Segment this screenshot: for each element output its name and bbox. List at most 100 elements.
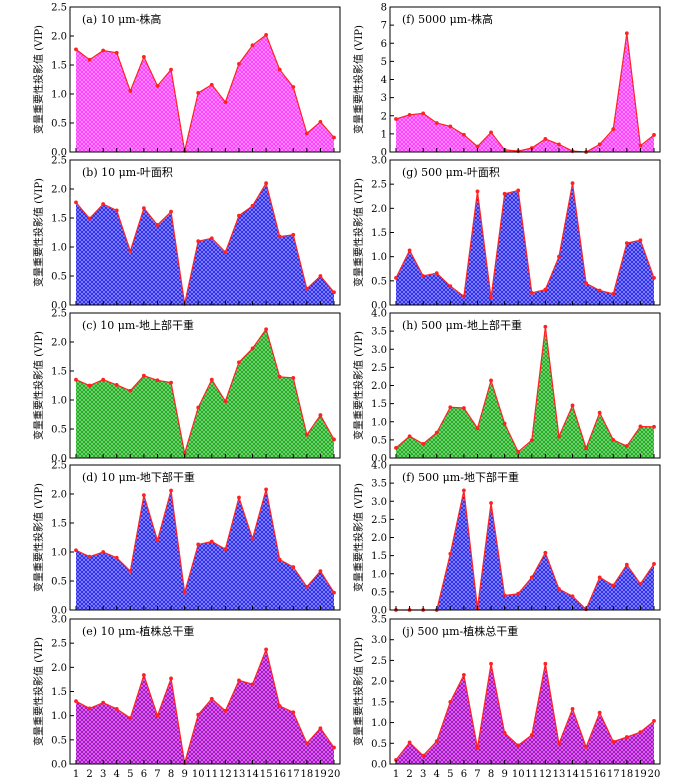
y-tick-label: 2.5	[51, 461, 67, 472]
y-tick-label: 2.5	[51, 156, 67, 167]
y-tick-label: 0.0	[51, 301, 67, 312]
plot-frame	[389, 618, 661, 765]
data-point	[101, 377, 106, 382]
y-axis-label: 变量重要性投影值 (VIP)	[32, 178, 45, 287]
data-point	[529, 575, 534, 580]
y-tick-label: 1.0	[51, 548, 67, 559]
data-point	[101, 48, 106, 53]
data-point	[237, 213, 241, 218]
data-point	[141, 373, 146, 378]
y-tick-label: 2.0	[51, 490, 67, 501]
x-tick-label: 4	[434, 769, 440, 779]
data-point	[74, 548, 78, 553]
data-point	[516, 591, 521, 596]
y-tick-label: 2.5	[51, 309, 67, 320]
data-point	[434, 430, 439, 435]
data-point	[74, 377, 78, 382]
data-point	[87, 554, 92, 559]
panel-h: 0.0 0.5 1.0 1.5 2.0 2.5 3.0 3.5 4.0 (h) 500 μm-地上…	[352, 309, 661, 465]
data-point	[101, 700, 106, 705]
data-point	[223, 547, 228, 551]
series-line	[395, 326, 655, 453]
data-point	[543, 550, 548, 555]
panel-title: (e) 10 μm-植株总干重	[82, 624, 194, 638]
data-point	[291, 85, 296, 89]
data-point	[448, 124, 453, 129]
data-point	[141, 673, 146, 677]
data-point	[332, 590, 336, 595]
data-point	[652, 276, 656, 280]
y-tick-label: 4	[381, 75, 387, 86]
data-point	[128, 249, 133, 253]
data-point	[196, 239, 201, 244]
x-tick-label: 8	[488, 769, 494, 779]
data-point	[516, 743, 521, 748]
x-tick-label: 19	[634, 769, 647, 779]
data-point	[101, 550, 106, 554]
data-point	[611, 437, 616, 442]
series-line	[395, 33, 655, 153]
data-point	[87, 706, 92, 711]
panel-title: (a) 10 μm-株高	[82, 12, 161, 26]
panel-title: (b) 10 μm-叶面积	[82, 166, 173, 179]
data-point	[461, 132, 466, 137]
data-point	[557, 434, 561, 439]
series-line	[396, 490, 655, 611]
data-point	[128, 569, 133, 574]
x-tick-label: 16	[593, 769, 606, 779]
x-tick-label: 20	[328, 769, 341, 779]
data-point	[584, 446, 589, 451]
x-tick-label: 6	[141, 769, 147, 779]
y-tick-label: 1	[381, 129, 387, 140]
y-tick-label: 1.0	[371, 252, 387, 263]
x-tick-label: 9	[501, 769, 507, 779]
data-point	[570, 403, 575, 408]
data-point	[421, 274, 426, 278]
data-point	[461, 488, 466, 493]
data-point	[529, 733, 534, 737]
data-point	[394, 276, 398, 280]
y-tick-label: 2.5	[371, 515, 387, 526]
data-point	[394, 757, 398, 762]
y-tick-label: 1.5	[51, 687, 67, 698]
data-point	[223, 100, 228, 105]
y-tick-label: 0.5	[371, 435, 387, 446]
plot-frame	[69, 6, 341, 153]
data-point	[652, 719, 656, 723]
data-point	[304, 286, 309, 291]
data-point	[407, 248, 412, 253]
y-tick-label: 1.5	[51, 367, 67, 378]
x-tick-label: 13	[233, 769, 246, 779]
data-point	[597, 575, 602, 580]
data-point	[141, 54, 146, 59]
data-point	[489, 295, 493, 300]
series-line	[75, 327, 335, 454]
y-tick-label: 2.0	[371, 204, 387, 215]
data-point	[638, 424, 643, 429]
data-point	[584, 745, 589, 749]
plot-frame	[69, 159, 341, 306]
data-point	[421, 441, 426, 446]
data-point	[543, 287, 548, 292]
data-point	[461, 406, 466, 410]
x-tick-label: 18	[620, 769, 633, 779]
data-point	[407, 434, 412, 439]
y-tick-label: 1.5	[371, 228, 387, 239]
data-point	[291, 710, 296, 715]
data-point	[624, 444, 629, 448]
data-point	[209, 377, 214, 382]
data-point	[652, 424, 656, 429]
data-point	[557, 741, 561, 746]
data-point	[74, 47, 78, 52]
data-point	[611, 739, 616, 744]
data-point	[421, 111, 426, 116]
data-point	[196, 712, 201, 717]
data-point	[114, 208, 119, 213]
data-point	[277, 557, 282, 562]
data-point	[475, 144, 480, 149]
data-point	[155, 223, 160, 227]
y-tick-label: 2.0	[371, 677, 387, 688]
